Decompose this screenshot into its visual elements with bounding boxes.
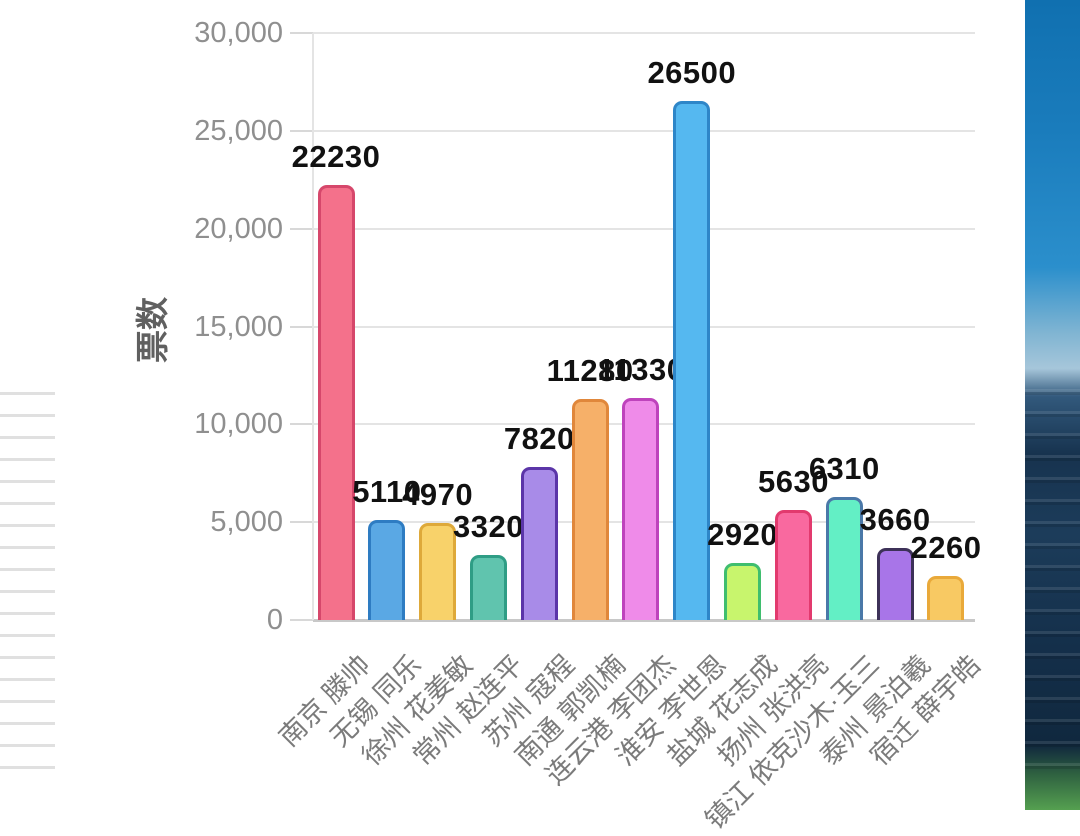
grid-line [313,32,975,34]
y-axis-tick [290,32,313,34]
bar[interactable] [673,101,710,620]
y-axis-tick [290,130,313,132]
y-axis-tick [290,619,313,621]
bar-value-label: 6310 [809,451,880,487]
bar-value-label: 26500 [647,55,736,91]
y-axis-tick [290,423,313,425]
grid-line [313,228,975,230]
y-axis-tick-label: 25,000 [123,113,283,149]
bar-value-label: 2920 [707,517,778,553]
bar[interactable] [521,467,558,620]
grid-line [313,326,975,328]
bar[interactable] [419,523,456,620]
bar[interactable] [572,399,609,620]
y-axis-tick [290,521,313,523]
bar[interactable] [775,510,812,620]
y-axis-tick [290,228,313,230]
bar-value-label: 3320 [453,509,524,545]
y-axis-tick-label: 5,000 [123,504,283,540]
y-axis-tick-label: 20,000 [123,211,283,247]
bar[interactable] [368,520,405,620]
bar[interactable] [318,185,355,620]
bar[interactable] [470,555,507,620]
y-axis-tick-label: 30,000 [123,15,283,51]
y-axis-tick [290,326,313,328]
grid-line [313,130,975,132]
bar-value-label: 22230 [292,139,381,175]
bar-value-label: 11330 [597,352,684,388]
y-axis-tick-label: 0 [123,602,283,638]
bar-value-label: 7820 [504,421,575,457]
bar-value-label: 2260 [910,530,981,566]
y-axis-tick-label: 10,000 [123,406,283,442]
bar[interactable] [877,548,914,620]
bar[interactable] [622,398,659,620]
y-axis-tick-label: 15,000 [123,309,283,345]
bar[interactable] [724,563,761,620]
bar[interactable] [826,497,863,620]
bar[interactable] [927,576,964,620]
y-axis-line [312,33,314,620]
bar-value-label: 4970 [402,477,473,513]
